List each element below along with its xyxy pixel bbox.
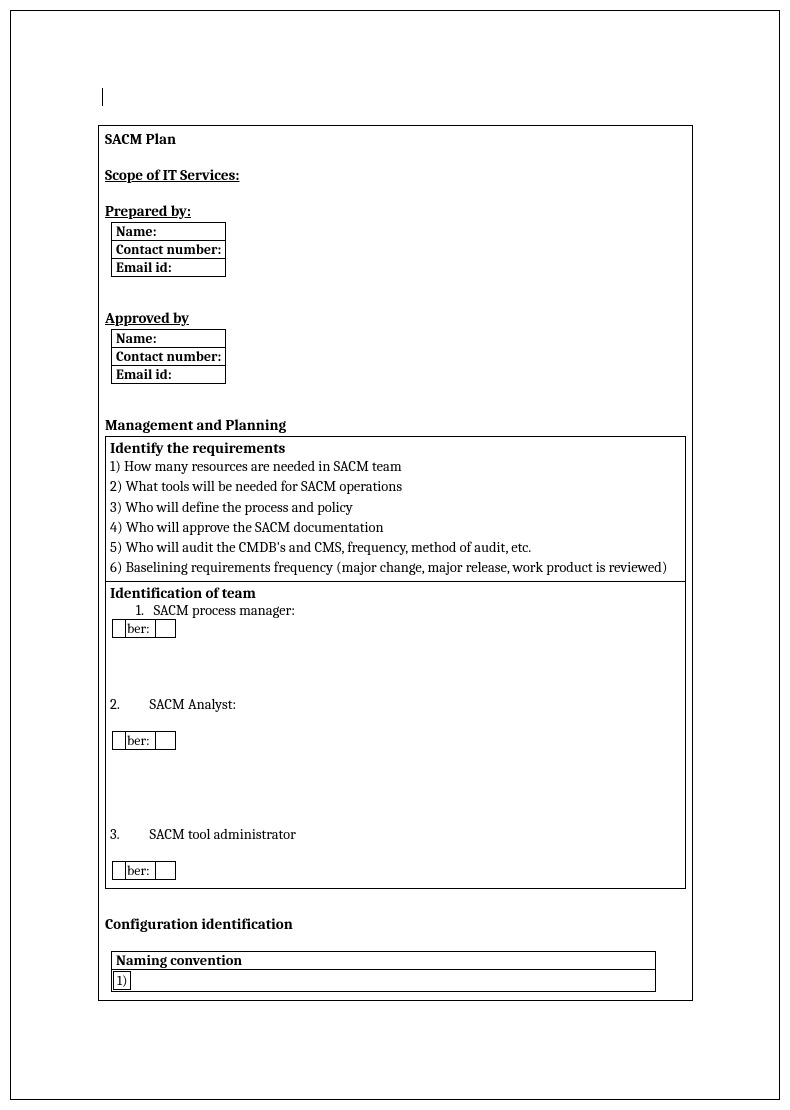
scope-heading: Scope of IT Services: (105, 166, 686, 184)
requirement-item: 5) Who will audit the CMDB's and CMS, fr… (110, 538, 681, 558)
prepared-email-label: Email id: (112, 259, 226, 277)
role3-number: 3. (110, 826, 124, 843)
main-container: SACM Plan Scope of IT Services: Prepared… (98, 125, 693, 1001)
team-role-2: 2. SACM Analyst: ber: (110, 696, 681, 750)
naming-title: Naming convention (112, 951, 656, 969)
role1-label: SACM process manager: (154, 602, 295, 619)
management-heading: Management and Planning (105, 416, 686, 434)
ber-label: ber: (126, 619, 156, 638)
config-heading: Configuration identification (105, 915, 686, 933)
role2-ber-row: ber: (112, 731, 681, 750)
requirement-item: 2) What tools will be needed for SACM op… (110, 477, 681, 497)
requirements-title: Identify the requirements (110, 439, 681, 457)
approved-by-table: Name: Contact number: Email id: (111, 329, 226, 384)
role1-ber-row: ber: (112, 619, 681, 638)
approved-contact-label: Contact number: (112, 348, 226, 366)
requirement-item: 3) Who will define the process and polic… (110, 498, 681, 518)
team-title: Identification of team (110, 584, 681, 602)
naming-item-1: 1) (113, 971, 131, 990)
naming-table: Naming convention 1) (111, 951, 656, 992)
approved-name-label: Name: (112, 330, 226, 348)
prepared-name-label: Name: (112, 223, 226, 241)
document-title: SACM Plan (105, 130, 686, 148)
team-role-3: 3. SACM tool administrator ber: (110, 826, 681, 880)
requirements-list: 1) How many resources are needed in SACM… (110, 457, 681, 579)
prepared-contact-label: Contact number: (112, 241, 226, 259)
management-table: Identify the requirements 1) How many re… (105, 436, 686, 889)
role3-label: SACM tool administrator (150, 826, 296, 843)
ber-label: ber: (126, 861, 156, 880)
approved-by-heading: Approved by (105, 309, 686, 327)
ber-label: ber: (126, 731, 156, 750)
role2-label: SACM Analyst: (150, 696, 237, 713)
requirement-item: 1) How many resources are needed in SACM… (110, 457, 681, 477)
approved-email-label: Email id: (112, 366, 226, 384)
team-role-1: 1. SACM process manager: ber: (110, 602, 681, 638)
role3-ber-row: ber: (112, 861, 681, 880)
document-content: SACM Plan Scope of IT Services: Prepared… (98, 90, 693, 1001)
requirement-item: 4) Who will approve the SACM documentati… (110, 518, 681, 538)
role1-number: 1. (110, 602, 144, 619)
prepared-by-heading: Prepared by: (105, 202, 686, 220)
requirement-item: 6) Baselining requirements frequency (ma… (110, 558, 681, 578)
role2-number: 2. (110, 696, 124, 713)
prepared-by-table: Name: Contact number: Email id: (111, 222, 226, 277)
team-cell: Identification of team 1. SACM process m… (106, 581, 686, 888)
requirements-cell: Identify the requirements 1) How many re… (106, 437, 686, 582)
